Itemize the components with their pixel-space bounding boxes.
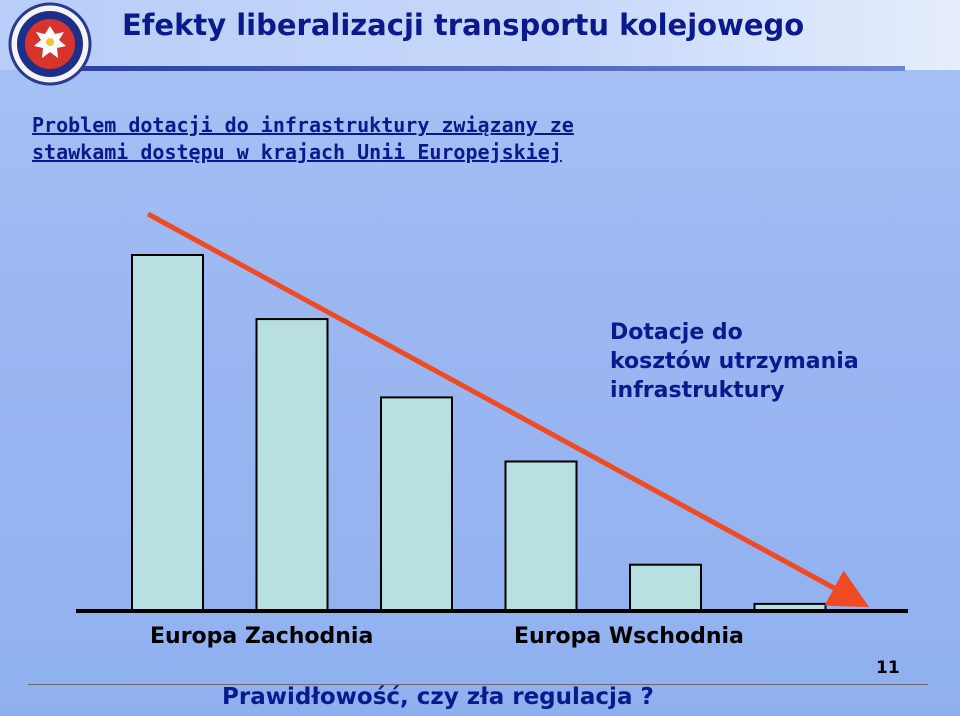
bar-2 [255, 318, 329, 612]
subtitle-line-1: Problem dotacji do infrastruktury związa… [32, 113, 574, 137]
annotation-line-1: Dotacje do [610, 320, 743, 345]
subtitle-line-2: stawkami dostępu w krajach Unii Europejs… [32, 140, 562, 164]
bars-group [131, 254, 827, 613]
annotation-line-3: infrastruktury [610, 378, 785, 403]
footer-rule [28, 684, 928, 685]
logo [8, 2, 92, 86]
chart-annotation: Dotacje do kosztów utrzymania infrastruk… [610, 318, 930, 405]
bar-1 [131, 254, 204, 612]
x-label-eastern: Europa Wschodnia [514, 624, 744, 649]
footer-caption: Prawidłowość, czy zła regulacja ? [222, 684, 654, 710]
bar-3 [380, 396, 453, 612]
header-rule [70, 66, 905, 71]
bar-5 [629, 563, 702, 612]
trend-arrow [146, 211, 870, 608]
bar-4 [504, 460, 578, 613]
x-label-western: Europa Zachodnia [150, 624, 374, 649]
slide-title: Efekty liberalizacji transportu kolejowe… [122, 8, 805, 42]
header-band [0, 0, 960, 70]
subtitle: Problem dotacji do infrastruktury związa… [32, 112, 692, 166]
annotation-line-2: kosztów utrzymania [610, 349, 859, 374]
page-number: 11 [876, 658, 900, 678]
